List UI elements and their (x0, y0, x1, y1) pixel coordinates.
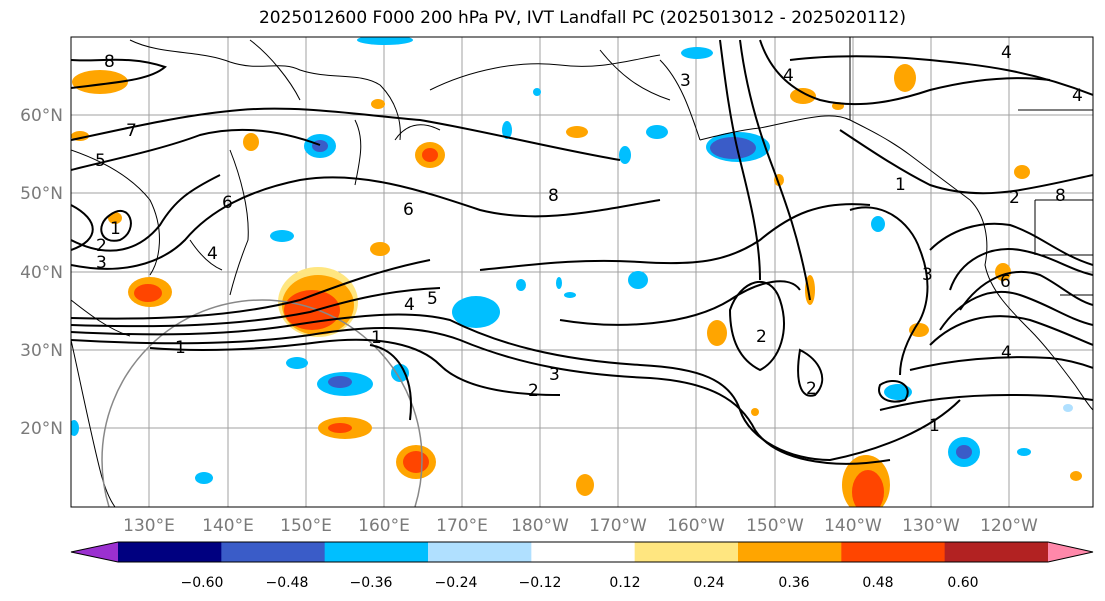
contour-label: 8 (104, 52, 115, 72)
lon-tick-label: 150°W (746, 516, 804, 536)
contour-label: 4 (1072, 86, 1083, 106)
contour-label: 5 (427, 289, 438, 309)
colorbar-segment (634, 542, 739, 562)
colorbar-tick-label: 0.24 (693, 575, 724, 591)
lon-labels: 130°E 140°E 150°E 160°E 170°E 180°W 170°… (123, 516, 1038, 536)
contour-label: 4 (404, 295, 415, 315)
colorbar-segment (944, 542, 1049, 562)
lon-tick-label: 140°E (202, 516, 254, 536)
colorbar-segment (221, 542, 326, 562)
colorbar-extend-min (71, 542, 118, 562)
colorbar-tick-label: 0.36 (778, 575, 809, 591)
contour-label: 6 (222, 193, 233, 213)
colorbar-tick-label: −0.12 (519, 575, 562, 591)
colorbar-tick-labels: −0.60 −0.48 −0.36 −0.24 −0.12 0.12 0.24 … (181, 575, 979, 591)
contour-label: 1 (175, 338, 186, 358)
colorbar-tick-label: −0.36 (350, 575, 393, 591)
colorbar-extend-max (1048, 542, 1093, 562)
lat-tick-label: 50°N (20, 184, 63, 204)
contour-label: 7 (126, 121, 137, 141)
contour-label: 4 (1001, 343, 1012, 363)
lon-tick-label: 140°W (824, 516, 882, 536)
contour-label: 4 (783, 66, 794, 86)
lon-tick-label: 160°W (667, 516, 725, 536)
contour-label: 2 (1009, 188, 1020, 208)
coastlines (71, 37, 1093, 507)
colorbar-segment (324, 542, 429, 562)
contour-label: 2 (756, 327, 767, 347)
map-frame (70, 36, 1094, 508)
contour-label: 2 (806, 379, 817, 399)
pv-contours (71, 39, 1093, 465)
colorbar-outline (70, 541, 1094, 563)
lon-tick-label: 150°E (280, 516, 332, 536)
contour-label: 3 (922, 265, 933, 285)
contour-labels: 8 7 5 1 2 3 4 4 6 8 6 4 5 1 2 3 4 2 2 1 … (95, 43, 1083, 436)
colorbar-tick-label: −0.48 (266, 575, 309, 591)
contour-label: 4 (1001, 43, 1012, 63)
contour-label: 4 (207, 244, 218, 264)
colorbar-tick-label: 0.12 (609, 575, 640, 591)
range-circle (101, 299, 423, 507)
contour-label: 5 (95, 151, 106, 171)
lat-tick-label: 60°N (20, 106, 63, 126)
colorbar-tick-label: 0.48 (862, 575, 893, 591)
lon-tick-label: 130°E (123, 516, 175, 536)
contour-label: 2 (528, 381, 539, 401)
colorbar-segment (738, 542, 842, 562)
colorbar-tick-label: −0.60 (181, 575, 224, 591)
contour-label: 1 (371, 328, 382, 348)
colorbar-tick-label: 0.60 (947, 575, 978, 591)
lat-labels: 20°N 30°N 40°N 50°N 60°N (20, 106, 63, 439)
lat-tick-label: 20°N (20, 419, 63, 439)
contour-label: 3 (549, 365, 560, 385)
lat-tick-label: 40°N (20, 263, 63, 283)
contour-label: 8 (1055, 186, 1066, 206)
lat-tick-label: 30°N (20, 341, 63, 361)
colorbar-segment (428, 542, 532, 562)
contour-label: 1 (110, 219, 121, 239)
lon-tick-label: 130°W (902, 516, 960, 536)
contour-label: 3 (680, 71, 691, 91)
lon-tick-label: 180°W (511, 516, 569, 536)
lon-tick-label: 120°W (980, 516, 1038, 536)
contour-label: 8 (548, 186, 559, 206)
contour-label: 2 (96, 236, 107, 256)
colorbar (70, 541, 1094, 563)
contour-label: 6 (403, 200, 414, 220)
contour-label: 1 (929, 416, 940, 436)
lon-tick-label: 170°W (589, 516, 647, 536)
lon-tick-label: 160°E (358, 516, 410, 536)
colorbar-tick-label: −0.24 (435, 575, 478, 591)
contour-label: 3 (96, 253, 107, 273)
colorbar-segment (531, 542, 636, 562)
colorbar-segment (118, 542, 222, 562)
contour-label: 6 (1000, 272, 1011, 292)
contour-label: 1 (895, 175, 906, 195)
colorbar-segment (841, 542, 946, 562)
chart-title: 2025012600 F000 200 hPa PV, IVT Landfall… (258, 8, 906, 28)
lon-tick-label: 170°E (436, 516, 488, 536)
